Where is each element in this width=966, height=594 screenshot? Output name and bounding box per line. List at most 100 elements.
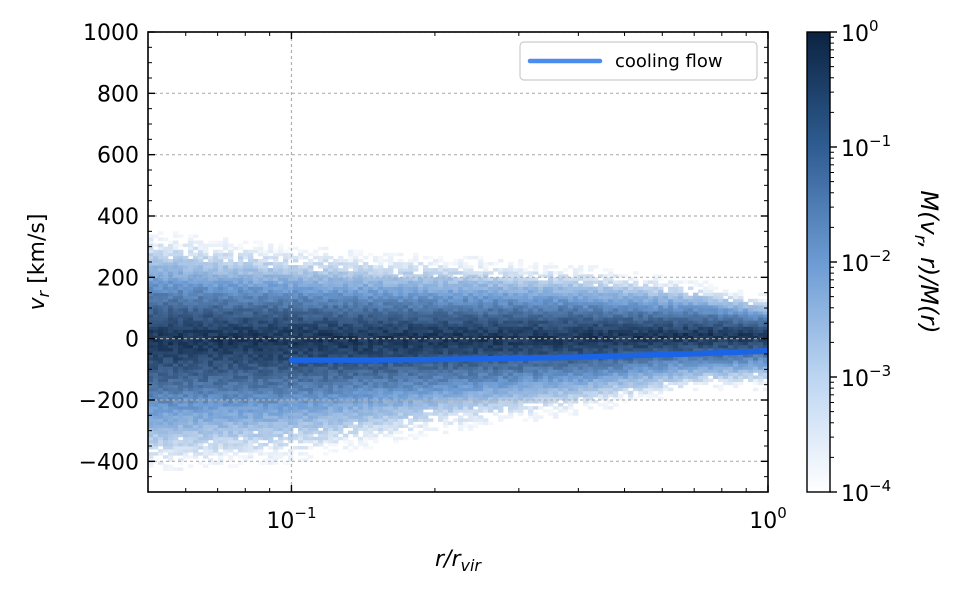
heatmap-cell <box>338 436 344 441</box>
heatmap-cell <box>203 455 209 459</box>
heatmap-cell <box>213 421 219 425</box>
heatmap-cell <box>168 277 174 281</box>
heatmap-cell <box>428 311 434 315</box>
heatmap-cell <box>358 268 364 272</box>
heatmap-cell <box>448 326 454 330</box>
heatmap-cell <box>228 314 234 318</box>
heatmap-cell <box>318 317 324 321</box>
heatmap-cell <box>318 271 324 275</box>
heatmap-cell <box>438 418 444 422</box>
heatmap-cell <box>463 317 469 321</box>
heatmap-cell <box>468 323 474 327</box>
heatmap-cell <box>293 378 299 382</box>
heatmap-cell <box>158 439 164 444</box>
heatmap-cell <box>213 354 219 358</box>
heatmap-cell <box>443 311 449 315</box>
heatmap-cell <box>203 268 209 272</box>
heatmap-cell <box>298 301 304 306</box>
heatmap-cell <box>208 295 214 300</box>
heatmap-cell <box>433 292 439 297</box>
heatmap-cell <box>533 412 539 416</box>
heatmap-cell <box>318 289 324 294</box>
heatmap-cell <box>193 304 199 309</box>
heatmap-cell <box>373 344 379 349</box>
heatmap-cell <box>203 412 209 416</box>
heatmap-cell <box>388 381 394 386</box>
heatmap-cell <box>268 304 274 309</box>
heatmap-cell <box>533 406 539 410</box>
heatmap-cell <box>293 415 299 419</box>
heatmap-cell <box>398 292 404 297</box>
heatmap-cell <box>318 314 324 318</box>
heatmap-cell <box>348 301 354 306</box>
heatmap-cell <box>193 314 199 318</box>
heatmap-cell <box>223 354 229 358</box>
heatmap-cell <box>238 292 244 297</box>
heatmap-cell <box>508 314 514 318</box>
heatmap-cell <box>233 415 239 419</box>
heatmap-cell <box>163 430 169 435</box>
heatmap-cell <box>268 292 274 297</box>
heatmap-cell <box>423 265 429 269</box>
heatmap-cell <box>293 393 299 398</box>
heatmap-cell <box>303 427 309 432</box>
heatmap-cell <box>533 268 539 272</box>
heatmap-cell <box>438 301 444 306</box>
heatmap-cell <box>243 311 249 315</box>
heatmap-cell <box>178 255 184 260</box>
heatmap-cell <box>273 301 279 306</box>
heatmap-cell <box>183 255 189 260</box>
heatmap-cell <box>503 323 509 327</box>
heatmap-cell <box>363 292 369 297</box>
heatmap-cell <box>218 357 224 361</box>
heatmap-cell <box>478 381 484 386</box>
heatmap-cell <box>493 366 499 370</box>
heatmap-cell <box>213 347 219 352</box>
heatmap-cell <box>518 347 524 352</box>
heatmap-cell <box>553 271 559 275</box>
heatmap-cell <box>558 329 564 333</box>
heatmap-cell <box>353 274 359 278</box>
heatmap-cell <box>373 369 379 373</box>
heatmap-cell <box>528 412 534 416</box>
heatmap-cell <box>273 265 279 269</box>
heatmap-cell <box>298 400 304 404</box>
heatmap-cell <box>333 341 339 346</box>
heatmap-cell <box>238 344 244 349</box>
heatmap-cell <box>308 304 314 309</box>
heatmap-cell <box>448 403 454 407</box>
heatmap-cell <box>453 286 459 290</box>
heatmap-cell <box>478 341 484 346</box>
heatmap-cell <box>298 280 304 284</box>
heatmap-cell <box>383 335 389 340</box>
heatmap-cell <box>438 332 444 336</box>
heatmap-cell <box>188 455 194 459</box>
heatmap-cell <box>243 427 249 432</box>
heatmap-cell <box>363 265 369 269</box>
heatmap-cell <box>553 387 559 392</box>
heatmap-cell <box>483 265 489 269</box>
heatmap-cell <box>488 378 494 382</box>
heatmap-cell <box>218 354 224 358</box>
heatmap-cell <box>548 384 554 389</box>
heatmap-cell <box>378 424 384 428</box>
heatmap-cell <box>513 409 519 413</box>
heatmap-cell <box>243 403 249 407</box>
heatmap-cell <box>208 329 214 333</box>
heatmap-cell <box>218 332 224 336</box>
heatmap-cell <box>393 406 399 410</box>
heatmap-cell <box>193 415 199 419</box>
heatmap-cell <box>293 412 299 416</box>
heatmap-cell <box>303 452 309 456</box>
heatmap-cell <box>238 335 244 340</box>
heatmap-cell <box>568 384 574 389</box>
heatmap-cell <box>413 433 419 438</box>
heatmap-cell <box>273 280 279 284</box>
heatmap-cell <box>503 314 509 318</box>
heatmap-cell <box>363 400 369 404</box>
heatmap-cell <box>418 424 424 428</box>
heatmap-cell <box>558 409 564 413</box>
heatmap-cell <box>263 369 269 373</box>
heatmap-cell <box>253 298 259 303</box>
heatmap-cell <box>353 418 359 422</box>
